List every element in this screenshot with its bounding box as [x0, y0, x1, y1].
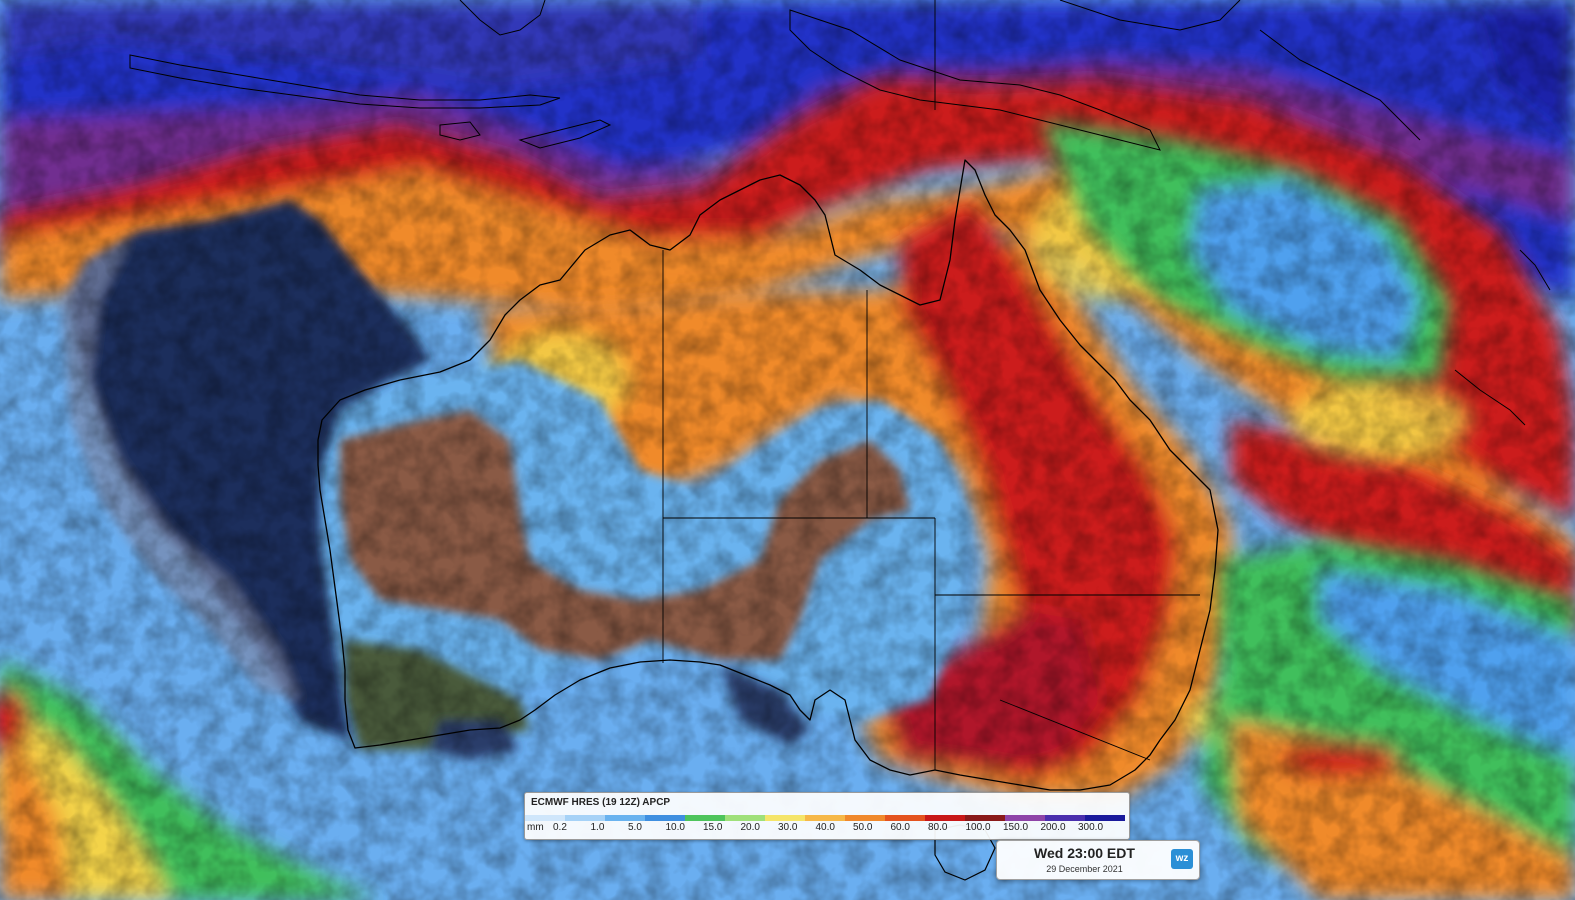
legend-swatch — [1085, 815, 1125, 821]
legend-swatch — [565, 815, 605, 821]
legend-value: 150.0 — [1003, 822, 1029, 833]
state-borders — [662, 0, 1200, 770]
island-outlines — [129, 0, 1551, 426]
precipitation-legend: ECMWF HRES (19 12Z) APCP mm 0.2 1.0 5.0 10.… — [524, 792, 1130, 840]
legend-value: 20.0 — [740, 822, 760, 833]
legend-value: 60.0 — [890, 822, 910, 833]
legend-swatch — [1045, 815, 1085, 821]
legend-value: 200.0 — [1040, 822, 1066, 833]
legend-swatch — [525, 815, 565, 821]
legend-swatch — [685, 815, 725, 821]
legend-value: 30.0 — [778, 822, 798, 833]
legend-swatch — [725, 815, 765, 821]
forecast-time: Wed 23:00 EDT — [1034, 845, 1135, 861]
legend-swatch — [845, 815, 885, 821]
legend-value: 100.0 — [965, 822, 991, 833]
legend-swatch — [605, 815, 645, 821]
legend-labels: mm 0.2 1.0 5.0 10.0 15.0 20.0 30.0 40.0 50.0 60.0… — [525, 822, 1127, 836]
legend-swatch — [1005, 815, 1045, 821]
legend-value: 15.0 — [703, 822, 723, 833]
legend-value: 0.2 — [553, 822, 567, 833]
legend-swatch — [645, 815, 685, 821]
legend-swatch — [885, 815, 925, 821]
legend-color-bar — [525, 815, 1125, 821]
forecast-date: 29 December 2021 — [1046, 864, 1123, 874]
legend-value: 10.0 — [665, 822, 685, 833]
legend-swatch — [925, 815, 965, 821]
legend-value: 50.0 — [853, 822, 873, 833]
legend-value: 5.0 — [628, 822, 642, 833]
legend-swatch — [965, 815, 1005, 821]
legend-value: 1.0 — [590, 822, 605, 833]
legend-title: ECMWF HRES (19 12Z) APCP — [531, 797, 671, 808]
legend-swatch — [805, 815, 845, 821]
australia-coastline — [317, 159, 1219, 791]
legend-unit: mm — [527, 822, 544, 833]
weatherzone-logo[interactable]: wz — [1171, 849, 1193, 869]
legend-value: 300.0 — [1078, 822, 1104, 833]
legend-value: 80.0 — [928, 822, 948, 833]
legend-swatch — [765, 815, 805, 821]
forecast-time-box[interactable]: Wed 23:00 EDT 29 December 2021 wz — [996, 840, 1200, 880]
legend-value: 40.0 — [815, 822, 835, 833]
